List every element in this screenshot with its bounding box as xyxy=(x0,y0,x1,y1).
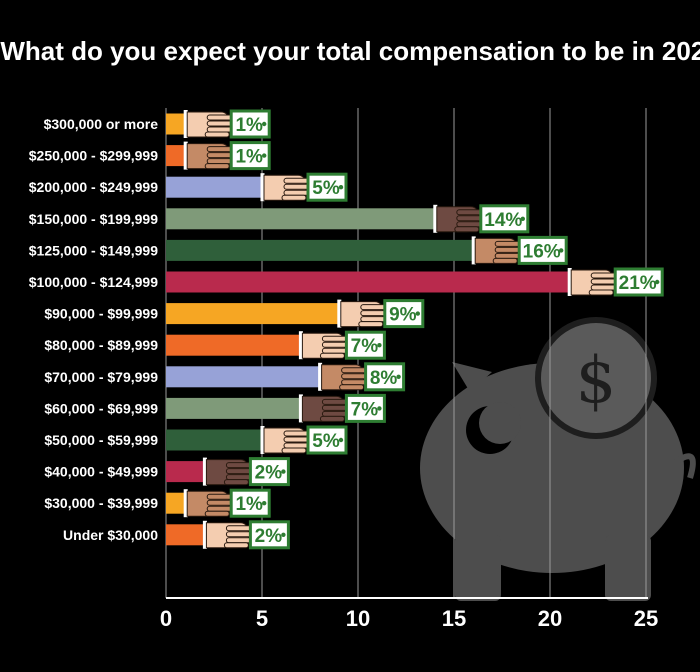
x-tick-label: 10 xyxy=(346,606,370,631)
bar-cuff xyxy=(183,489,188,518)
bar xyxy=(166,461,205,483)
bar-cuff xyxy=(298,394,303,423)
data-label: 2% xyxy=(255,463,283,484)
data-label: 14% xyxy=(484,210,522,231)
data-label: 1% xyxy=(235,147,263,168)
data-label: 16% xyxy=(523,241,561,262)
bar-cuff xyxy=(567,268,572,296)
price-tag: 9% xyxy=(383,299,425,329)
x-tick-label: 25 xyxy=(634,606,658,631)
piggy-leg-front xyxy=(455,535,501,601)
category-label: $200,000 - $249,999 xyxy=(29,179,158,195)
price-tag: 5% xyxy=(306,425,348,455)
bar-cuff xyxy=(260,426,265,454)
data-label: 1% xyxy=(235,494,263,515)
bar-cuff xyxy=(202,457,207,486)
category-labels: $300,000 or more $250,000 - $299,999 $200,… xyxy=(29,116,158,543)
price-tag: 21% xyxy=(613,267,664,297)
x-tick-label: 15 xyxy=(442,606,466,631)
bar xyxy=(166,208,435,230)
category-label: $250,000 - $299,999 xyxy=(29,148,158,164)
x-tick-label: 0 xyxy=(160,606,172,631)
price-tag: 8% xyxy=(364,362,406,392)
price-tag: 2% xyxy=(248,457,290,487)
piggy-eye-lid xyxy=(479,402,521,444)
bars: 1% 1% 5% 14%16% 21% 9% 7% 8% 7% 5% 2% 1% 2% xyxy=(166,109,664,550)
data-label: 1% xyxy=(235,115,263,136)
x-tick-label: 20 xyxy=(538,606,562,631)
category-label: $125,000 - $149,999 xyxy=(29,242,158,258)
data-label: 7% xyxy=(351,399,379,420)
price-tag: 1% xyxy=(229,141,271,171)
category-label: $50,000 - $59,999 xyxy=(44,432,158,448)
category-label: $40,000 - $49,999 xyxy=(44,464,158,480)
category-label: $30,000 - $39,999 xyxy=(44,495,158,511)
piggy-leg-back xyxy=(605,535,651,601)
x-axis: 0 5 10 15 20 25 xyxy=(160,606,658,631)
bar xyxy=(166,366,320,388)
data-label: 21% xyxy=(619,273,657,294)
bar-cuff xyxy=(337,299,342,328)
category-label: $80,000 - $89,999 xyxy=(44,337,158,353)
price-tag: 2% xyxy=(248,520,290,550)
bar-cuff xyxy=(260,173,265,202)
dollar-coin xyxy=(535,317,657,439)
x-tick-label: 5 xyxy=(256,606,268,631)
bar xyxy=(166,334,301,356)
data-label: 9% xyxy=(389,305,417,326)
price-tag: 1% xyxy=(229,488,271,518)
chart-title: What do you expect your total compensati… xyxy=(0,36,700,66)
bar-cuff xyxy=(202,520,207,549)
bar xyxy=(166,524,205,546)
category-label: $90,000 - $99,999 xyxy=(44,306,158,322)
bar-cuff xyxy=(298,331,303,360)
bar-cuff xyxy=(318,362,323,391)
bar xyxy=(166,397,301,419)
bar xyxy=(166,492,186,514)
data-label: 7% xyxy=(351,336,379,357)
category-label: Under $30,000 xyxy=(63,527,158,543)
category-label: $300,000 or more xyxy=(44,116,159,132)
bar-cuff xyxy=(183,110,188,138)
price-tag: 16% xyxy=(517,235,568,265)
bar xyxy=(166,239,474,261)
piggy-bank-dollar-coin-icon: $ xyxy=(420,317,696,601)
bar-cuff xyxy=(471,236,476,265)
hand-icon xyxy=(263,427,317,454)
data-label: 2% xyxy=(255,526,283,547)
piggy-ear xyxy=(452,362,492,392)
data-label: 5% xyxy=(312,431,340,452)
bar xyxy=(166,303,339,325)
bar xyxy=(166,176,262,198)
category-label: $100,000 - $124,999 xyxy=(29,274,158,290)
dollar-sign-icon: $ xyxy=(576,344,617,418)
category-label: $70,000 - $79,999 xyxy=(44,369,158,385)
bar-cuff xyxy=(183,141,188,170)
bar xyxy=(166,145,186,167)
price-tag: 5% xyxy=(306,172,348,202)
price-tag: 7% xyxy=(344,393,386,423)
category-label: $150,000 - $199,999 xyxy=(29,211,158,227)
bar xyxy=(166,429,262,451)
price-tag: 7% xyxy=(344,330,386,360)
bar xyxy=(166,271,570,293)
data-label: 8% xyxy=(370,368,398,389)
bar xyxy=(166,113,186,135)
price-tag: 14% xyxy=(479,204,530,234)
piggy-tail xyxy=(674,453,696,479)
category-label: $60,000 - $69,999 xyxy=(44,400,158,416)
data-label: 5% xyxy=(312,178,340,199)
bar-cuff xyxy=(433,204,438,233)
price-tag: 1% xyxy=(229,109,271,139)
